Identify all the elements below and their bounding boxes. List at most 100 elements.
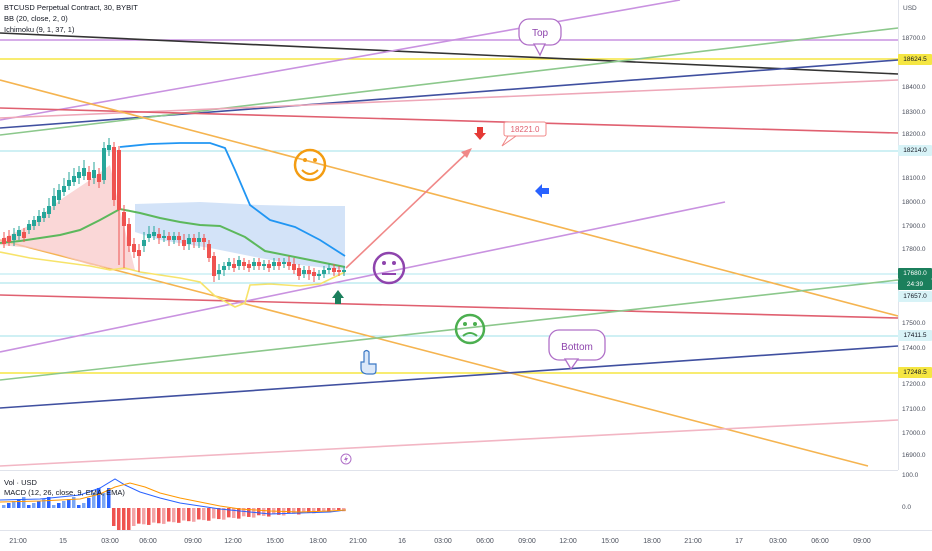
time-axis[interactable] (0, 530, 932, 551)
histogram-bar (17, 499, 21, 508)
trendline-black[interactable] (0, 32, 899, 75)
subpanel-divider[interactable] (0, 470, 898, 471)
pointing-hand-icon[interactable] (360, 349, 377, 375)
histogram-bar (292, 508, 296, 514)
histogram-bar (72, 497, 76, 508)
histogram-bar (97, 488, 101, 508)
price-tag-17248: 17248.5 (898, 367, 932, 378)
histogram-bar (312, 508, 316, 514)
candlestick-series (2, 138, 346, 282)
histogram-bar (207, 508, 211, 521)
price-axis-label: 17800.0 (902, 246, 926, 253)
trendline-green-top[interactable] (0, 27, 899, 136)
histogram-bar (92, 493, 96, 508)
candle-body (292, 264, 296, 270)
price-axis-label: 17200.0 (902, 381, 926, 388)
macd-legend[interactable]: MACD (12, 26, close, 9, EMA, EMA) (4, 488, 125, 497)
trendline-red-bottom[interactable] (0, 294, 899, 319)
projection-arrow[interactable] (345, 149, 471, 269)
trendline-violet-bottom[interactable] (0, 201, 726, 353)
time-axis-label: 06:00 (811, 538, 829, 545)
candle-body (247, 264, 251, 268)
trendline-violet-top[interactable] (0, 0, 681, 121)
candle-body (282, 262, 286, 264)
happy-face-icon[interactable] (293, 148, 327, 182)
histogram-bar (82, 503, 86, 508)
time-axis-label: 21:00 (349, 538, 367, 545)
histogram-bar (2, 505, 6, 508)
price-axis[interactable]: USD (898, 0, 932, 470)
volume-legend[interactable]: Vol · USD (4, 478, 37, 487)
candle-body (182, 240, 186, 246)
volume-macd-histogram (2, 488, 346, 544)
histogram-bar (337, 508, 341, 511)
trendline-navy-bottom[interactable] (0, 345, 899, 409)
symbol-legend[interactable]: BTCUSD Perpetual Contract, 30, BYBIT (4, 3, 138, 12)
price-tag-18214: 18214.0 (898, 145, 932, 156)
histogram-bar (147, 508, 151, 525)
ichimoku-legend[interactable]: Ichimoku (9, 1, 37, 1) (4, 25, 75, 34)
histogram-bar (62, 501, 66, 508)
candle-body (332, 268, 336, 272)
trendline-green-bottom[interactable] (0, 279, 899, 381)
histogram-bar (202, 508, 206, 521)
up-arrow-marker-icon[interactable] (332, 290, 344, 304)
top-callout[interactable]: Top (518, 18, 562, 57)
histogram-bar (107, 488, 111, 508)
histogram-bar (27, 505, 31, 508)
neutral-face-icon[interactable] (372, 251, 406, 285)
candle-body (312, 272, 316, 276)
candle-body (342, 270, 346, 272)
bb-legend[interactable]: BB (20, close, 2, 0) (4, 14, 68, 23)
candle-body (132, 244, 136, 252)
projection-arrowhead (461, 148, 472, 158)
candle-body (67, 180, 71, 186)
ichimoku-base-line (0, 207, 346, 268)
histogram-bar (167, 508, 171, 522)
candle-body (117, 150, 121, 210)
trendline-red-top[interactable] (0, 107, 899, 134)
time-axis-label: 09:00 (518, 538, 536, 545)
trendline-navy-top[interactable] (0, 59, 899, 129)
time-axis-label: 17 (735, 538, 743, 545)
candle-body (2, 238, 6, 244)
histogram-bar (192, 508, 196, 522)
trendline-orange-top[interactable] (0, 79, 899, 317)
candle-body (57, 190, 61, 200)
top-label: Top (532, 28, 549, 39)
histogram-bar (172, 508, 176, 523)
bb-band-line (119, 142, 346, 257)
candle-body (217, 270, 221, 274)
candle-body (87, 172, 91, 180)
target-callout[interactable]: 18221.0 (501, 121, 547, 147)
candle-body (192, 238, 196, 242)
time-axis-label: 18:00 (643, 538, 661, 545)
histogram-bar (152, 508, 156, 523)
lightning-icon[interactable] (340, 453, 352, 465)
left-arrow-marker-icon[interactable] (535, 184, 549, 198)
histogram-bar (222, 508, 226, 520)
histogram-bar (87, 498, 91, 508)
histogram-bar (307, 508, 311, 513)
sad-face-icon[interactable] (454, 313, 486, 345)
time-axis-label: 03:00 (769, 538, 787, 545)
trendline-pink-bottom[interactable] (0, 419, 899, 467)
candle-body (72, 176, 76, 182)
candle-body (212, 256, 216, 276)
histogram-bar (7, 503, 11, 508)
histogram-bar (22, 497, 26, 508)
histogram-bar (262, 508, 266, 516)
candle-body (62, 186, 66, 192)
price-axis-label: 16900.0 (902, 452, 926, 459)
time-axis-label: 03:00 (101, 538, 119, 545)
histogram-bar (182, 508, 186, 521)
histogram-bar (77, 505, 81, 508)
down-arrow-marker-icon[interactable] (474, 127, 486, 140)
candle-body (302, 270, 306, 274)
time-axis-label: 21:00 (684, 538, 702, 545)
histogram-bar (112, 508, 116, 526)
bottom-callout[interactable]: Bottom (548, 329, 606, 371)
candle-body (102, 148, 106, 180)
